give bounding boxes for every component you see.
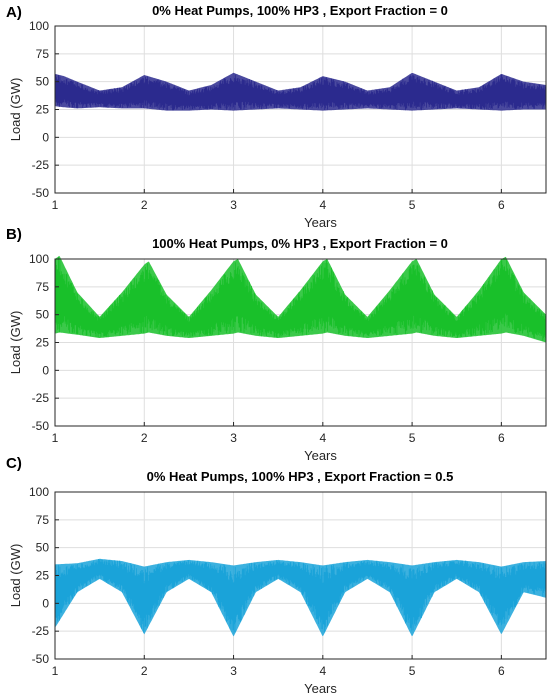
chart-c: -50 -25 0 25 50 75 100 1 2 3 4 5 6 Years Load (GW) xyxy=(8,485,547,696)
x-tick-label: 3 xyxy=(230,431,237,445)
x-tick-label: 6 xyxy=(498,431,505,445)
x-tick-label: 2 xyxy=(141,431,148,445)
y-tick-label: -50 xyxy=(32,419,50,433)
y-tick-label: -25 xyxy=(32,624,50,638)
y-tick-label: 75 xyxy=(36,47,50,61)
x-tick-label: 3 xyxy=(230,198,237,212)
chart-a: -50 -25 0 25 50 75 100 1 2 3 4 5 6 Years Load (GW) xyxy=(8,19,547,230)
y-tick-label: 100 xyxy=(29,485,49,499)
x-tick-label: 4 xyxy=(319,198,326,212)
y-tick-label: 50 xyxy=(36,541,50,555)
chart-title: 0% Heat Pumps, 100% HP3 , Export Fractio… xyxy=(152,3,448,18)
panel-a: A) 0% Heat Pumps, 100% HP3 , Export Frac… xyxy=(0,0,550,233)
y-tick-label: 100 xyxy=(29,19,49,33)
panel-c: C) 0% Heat Pumps, 100% HP3 , Export Frac… xyxy=(0,455,550,699)
series-band xyxy=(54,255,547,343)
series-line xyxy=(54,558,547,633)
y-tick-label: 75 xyxy=(36,513,50,527)
x-tick-label: 2 xyxy=(141,664,148,678)
x-tick-label: 6 xyxy=(498,198,505,212)
x-tick-label: 5 xyxy=(409,431,416,445)
y-tick-label: 100 xyxy=(29,252,49,266)
y-tick-label: 25 xyxy=(36,336,50,350)
panel-letter: B) xyxy=(6,226,22,243)
x-tick-label: 3 xyxy=(230,664,237,678)
x-tick-label: 4 xyxy=(319,664,326,678)
y-tick-label: 0 xyxy=(42,363,49,377)
chart-title: 100% Heat Pumps, 0% HP3 , Export Fractio… xyxy=(152,236,448,251)
chart-b: -50 -25 0 25 50 75 100 1 2 3 4 5 6 Years Load (GW) xyxy=(8,252,547,463)
y-tick-label: 0 xyxy=(42,130,49,144)
series-band xyxy=(54,72,547,111)
y-tick-label: 50 xyxy=(36,75,50,89)
panel-letter: C) xyxy=(6,455,22,472)
x-tick-label: 1 xyxy=(52,198,59,212)
x-axis-label: Years xyxy=(304,448,337,463)
x-tick-label: 1 xyxy=(52,431,59,445)
x-tick-label: 5 xyxy=(409,664,416,678)
y-tick-label: 50 xyxy=(36,308,50,322)
panel-letter: A) xyxy=(6,4,22,21)
x-axis-label: Years xyxy=(304,681,337,696)
series-line xyxy=(54,256,547,341)
y-tick-label: -50 xyxy=(32,186,50,200)
x-tick-label: 6 xyxy=(498,664,505,678)
y-tick-label: 25 xyxy=(36,103,50,117)
y-axis-label: Load (GW) xyxy=(8,78,23,142)
y-tick-label: -25 xyxy=(32,158,50,172)
y-tick-label: -50 xyxy=(32,652,50,666)
y-tick-label: 25 xyxy=(36,569,50,583)
y-tick-label: 0 xyxy=(42,596,49,610)
panel-b: B) 100% Heat Pumps, 0% HP3 , Export Frac… xyxy=(0,226,550,466)
x-axis-label: Years xyxy=(304,215,337,230)
x-tick-label: 5 xyxy=(409,198,416,212)
series-band xyxy=(54,558,547,637)
y-tick-label: 75 xyxy=(36,280,50,294)
series-line xyxy=(54,73,547,111)
y-axis-label: Load (GW) xyxy=(8,311,23,375)
x-tick-label: 2 xyxy=(141,198,148,212)
x-tick-label: 4 xyxy=(319,431,326,445)
y-axis-label: Load (GW) xyxy=(8,544,23,608)
y-tick-label: -25 xyxy=(32,391,50,405)
chart-title: 0% Heat Pumps, 100% HP3 , Export Fractio… xyxy=(146,469,454,484)
x-tick-label: 1 xyxy=(52,664,59,678)
